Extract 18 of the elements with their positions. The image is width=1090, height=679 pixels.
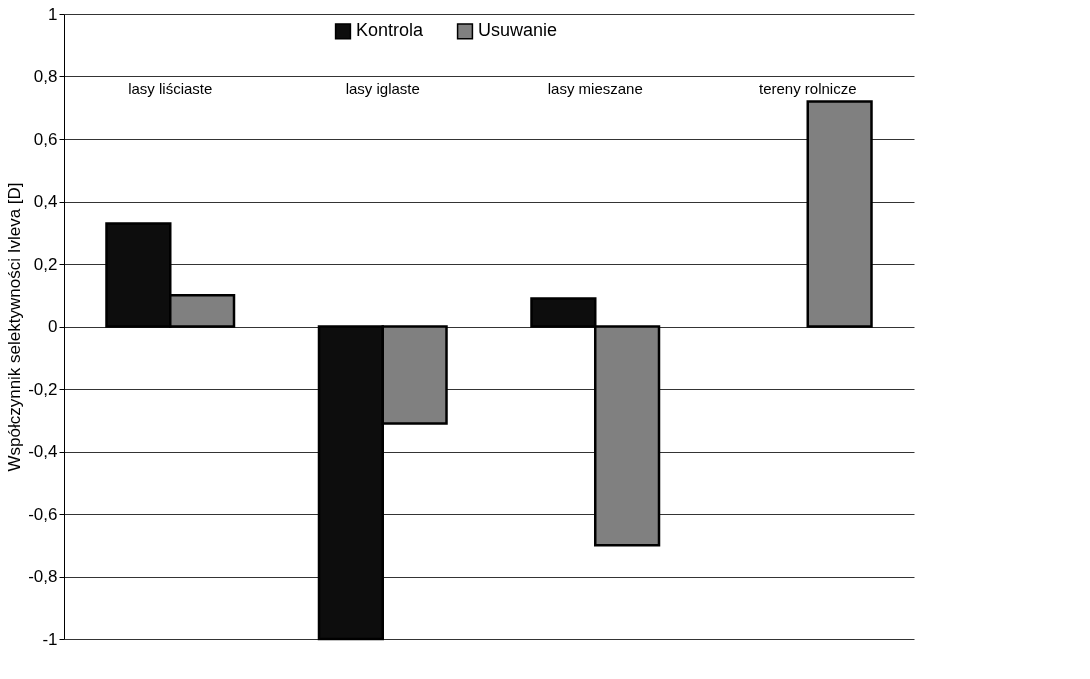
y-tick-label: -0,6 <box>28 504 58 524</box>
y-tick-label: 0,8 <box>33 67 58 86</box>
y-tick-label: 0 <box>48 317 58 336</box>
y-tick-label: -0,4 <box>28 442 58 461</box>
y-tick-label: 0,6 <box>33 129 58 149</box>
y-tick-label: -0,8 <box>28 567 58 586</box>
y-tick-label: 1 <box>48 4 58 24</box>
x-tick-label: lasy liściaste <box>128 79 213 97</box>
y-tick-label: 0,4 <box>33 192 58 211</box>
legend-label: Usuwanie <box>478 20 558 41</box>
x-tick-label: lasy iglaste <box>345 79 420 97</box>
y-tick-label: -1 <box>42 629 58 649</box>
x-tick-label: lasy mieszane <box>547 79 643 97</box>
y-tick-label: 0,2 <box>33 254 58 274</box>
legend-label: Kontrola <box>356 20 425 41</box>
y-tick-label: -0,2 <box>28 379 58 399</box>
x-tick-label: tereny rolnicze <box>758 79 857 97</box>
y-axis-title: Współczynnik selektywności Ivleva [D] <box>5 182 25 472</box>
